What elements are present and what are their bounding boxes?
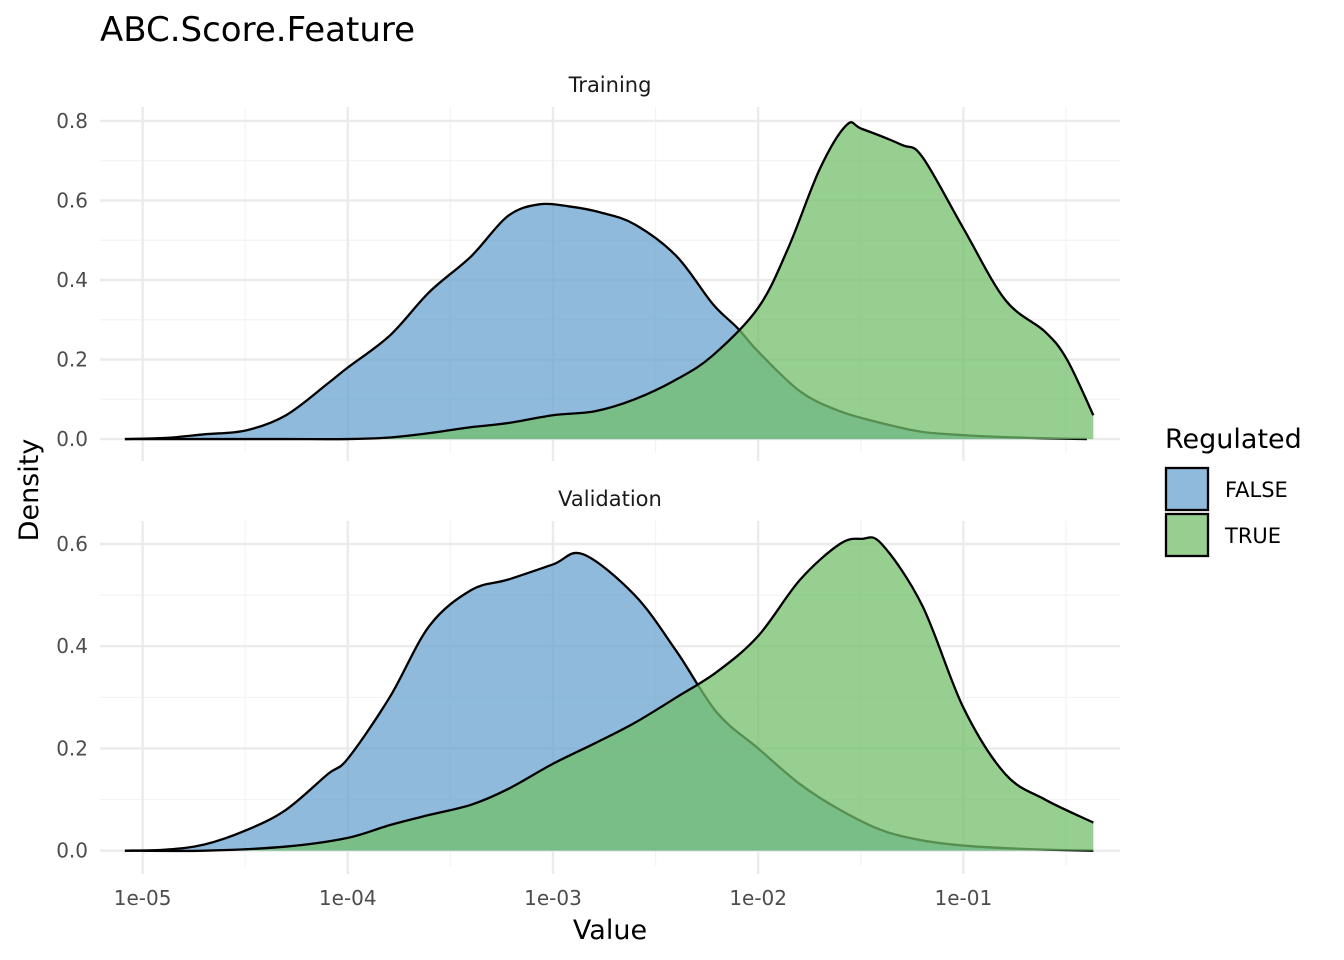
density-area-false	[124, 203, 1087, 440]
chart-title: ABC.Score.Feature	[100, 10, 415, 50]
density-area-true	[124, 537, 1094, 851]
y-tick-label: 0.6	[56, 532, 88, 556]
x-axis-ticks: 1e-05 1e-04 1e-03 1e-02 1e-01	[114, 453, 992, 910]
panel-strip-label: Validation	[558, 487, 662, 511]
x-tick-label: 1e-04	[319, 886, 377, 910]
facet-panels: 0.0 0.2 0.4 0.6 0.8 Training 0.0 0.2 0.4 0.6 Valid…	[56, 73, 1120, 866]
density-line-true	[124, 121, 1095, 441]
density-area-false	[124, 552, 1094, 851]
panel-strip-label: Training	[568, 73, 652, 97]
density-line-true	[124, 536, 1094, 853]
x-tick-label: 1e-03	[524, 886, 582, 910]
y-tick-label: 0.2	[56, 736, 88, 760]
legend: Regulated FALSE TRUE	[1164, 424, 1302, 558]
panel-validation: 0.0 0.2 0.4 0.6 Validation	[56, 487, 1120, 866]
x-tick-label: 1e-01	[935, 886, 993, 910]
y-tick-label: 0.8	[56, 109, 88, 133]
legend-label-false: FALSE	[1225, 478, 1288, 502]
density-area-true	[124, 122, 1094, 440]
y-tick-label: 0.0	[56, 839, 88, 863]
legend-entries: FALSE TRUE	[1164, 466, 1288, 558]
legend-swatch-true	[1164, 512, 1210, 558]
y-tick-label: 0.6	[56, 188, 88, 212]
y-tick-label: 0.4	[56, 634, 88, 658]
legend-title: Regulated	[1165, 424, 1302, 455]
legend-swatch-false	[1164, 466, 1210, 512]
y-tick-label: 0.0	[56, 427, 88, 451]
x-tick-label: 1e-02	[729, 886, 787, 910]
x-axis-title: Value	[573, 915, 647, 946]
x-tick-label: 1e-05	[114, 886, 172, 910]
y-axis-title: Density	[14, 439, 45, 542]
y-tick-label: 0.2	[56, 348, 88, 372]
legend-label-true: TRUE	[1224, 524, 1281, 548]
panel-training: 0.0 0.2 0.4 0.6 0.8 Training	[56, 73, 1120, 453]
y-tick-label: 0.4	[56, 268, 88, 292]
